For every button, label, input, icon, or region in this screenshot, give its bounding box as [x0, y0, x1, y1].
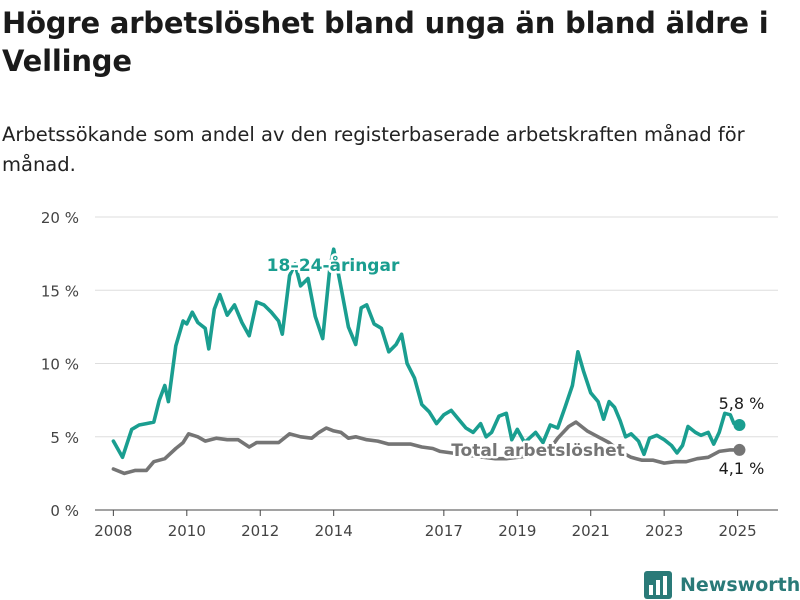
y-tick-label: 10 %: [41, 356, 79, 374]
series-label-youth: 18–24-åringar: [267, 254, 400, 276]
newsworthy-logo[interactable]: Newsworthy: [644, 570, 800, 600]
x-tick-label: 2023: [645, 522, 683, 540]
end-label-total: 4,1 %: [719, 459, 765, 478]
x-tick-label: 2021: [572, 522, 610, 540]
series-label-total: Total arbetslöshet: [451, 441, 625, 461]
gridlines: [95, 216, 778, 511]
x-axis: 2008 2010 2012 2014 2017 2019 2021 2023 2025: [94, 509, 778, 540]
y-tick-label: 20 %: [41, 209, 79, 227]
y-tick-label: 15 %: [41, 282, 79, 300]
series-line-youth: [111, 247, 742, 460]
end-label-youth: 5,8 %: [719, 394, 765, 413]
x-tick-label: 2012: [241, 522, 279, 540]
chart-logo-icon: [644, 571, 672, 599]
x-tick-label: 2010: [168, 522, 206, 540]
x-tick-label: 2017: [425, 522, 463, 540]
x-tick-label: 2008: [94, 522, 132, 540]
y-tick-label: 0 %: [50, 502, 79, 520]
y-axis: 0 % 5 % 10 % 15 % 20 %: [41, 209, 79, 520]
end-point-youth: [733, 419, 746, 432]
y-tick-label: 5 %: [50, 429, 79, 447]
end-point-total: [733, 443, 746, 456]
brand-name: Newsworthy: [680, 574, 800, 596]
series-line-total: [111, 420, 742, 476]
series-label-total-halo: Total arbetslöshet: [451, 441, 625, 461]
series-lines: [111, 247, 746, 476]
x-tick-label: 2014: [315, 522, 353, 540]
page-title: Högre arbetslöshet bland unga än bland ä…: [2, 6, 769, 78]
x-tick-label: 2025: [719, 522, 757, 540]
series-label-youth-halo: 18–24-åringar: [267, 254, 400, 276]
page-subtitle: Arbetssökande som andel av den registerb…: [2, 123, 745, 176]
x-tick-label: 2019: [498, 522, 536, 540]
